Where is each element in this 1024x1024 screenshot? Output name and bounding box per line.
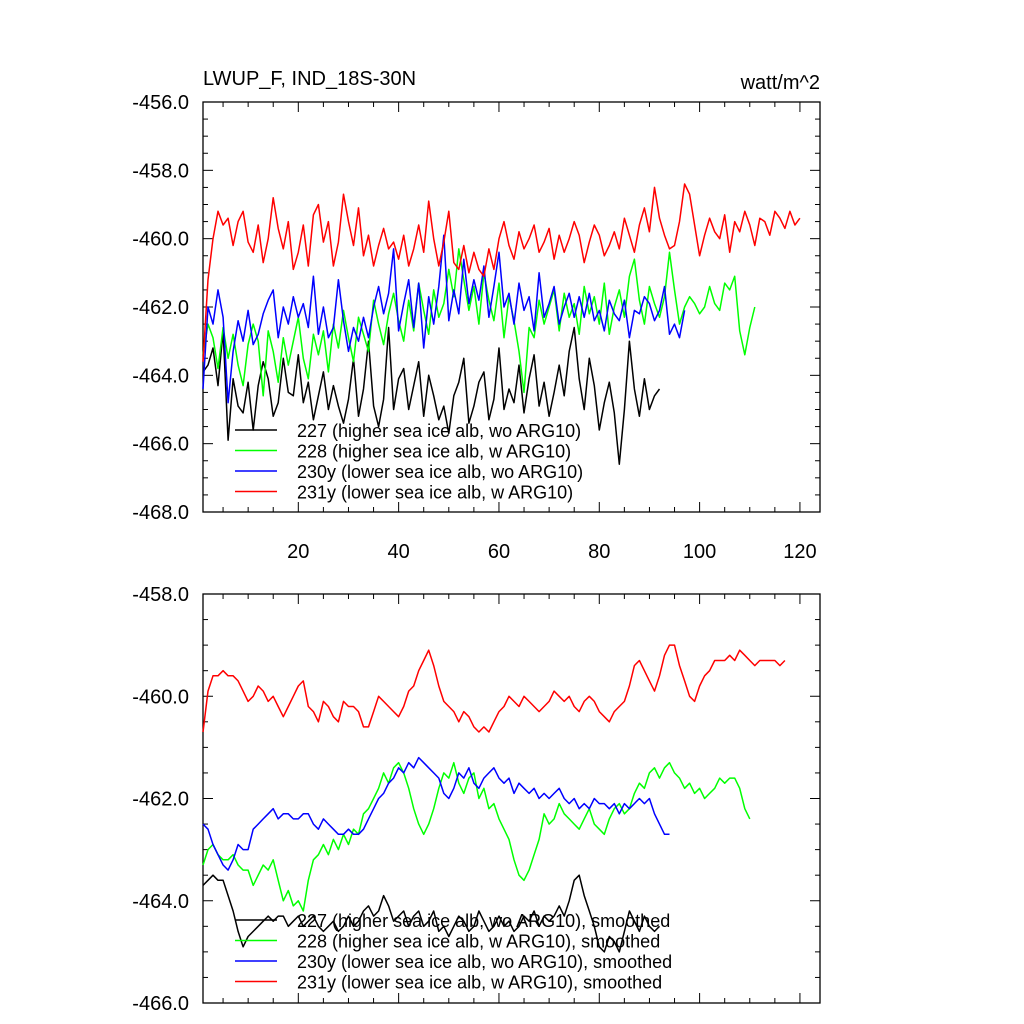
y-tick-label: -464.0 [132,365,189,387]
figure-title: LWUP_F, IND_18S-30N [203,68,416,90]
y-tick-label: -458.0 [132,584,189,606]
legend-label: 230y (lower sea ice alb, wo ARG10), smoo… [297,952,672,972]
y-tick-label: -466.0 [132,993,189,1015]
legend-label: 228 (higher sea ice alb, w ARG10), smoot… [297,932,660,952]
x-tick-label: 120 [783,541,816,563]
x-tick-label: 100 [683,541,716,563]
series-line-0 [202,326,661,465]
y-tick-label: -462.0 [132,297,189,319]
series-line-2 [202,756,670,871]
legend-label: 227 (higher sea ice alb, wo ARG10) [297,421,581,441]
y-tick-label: -456.0 [132,92,189,114]
legend-label: 230y (lower sea ice alb, wo ARG10) [297,462,583,482]
y-tick-label: -458.0 [132,160,189,182]
y-tick-label: -460.0 [132,229,189,251]
y-tick-label: -460.0 [132,686,189,708]
series-line-2 [202,234,686,404]
legend-label: 227 (higher sea ice alb, wo ARG10), smoo… [297,911,670,931]
series-line-3 [202,644,786,733]
figure-units: watt/m^2 [740,72,820,94]
top-panel: -456.0 -458.0 -460.0 -462.0 -464.0 -466.0 -468… [132,92,821,563]
x-tick-label: 20 [287,541,309,563]
series-line-1 [202,248,756,397]
legend-label: 231y (lower sea ice alb, w ARG10), smoot… [297,973,662,993]
y-tick-label: -464.0 [132,891,189,913]
x-tick-label: 60 [488,541,510,563]
series-line-3 [202,183,801,362]
x-tick-label: 40 [388,541,410,563]
legend-label: 231y (lower sea ice alb, w ARG10) [297,483,573,503]
x-tick-label: 80 [588,541,610,563]
series-line-0 [202,874,661,953]
y-tick-label: -466.0 [132,434,189,456]
y-tick-label: -468.0 [132,502,189,524]
legend-label: 228 (higher sea ice alb, w ARG10) [297,442,571,462]
bottom-panel: -458.0 -460.0 -462.0 -464.0 -466.0 227 (highe… [132,584,821,1015]
y-tick-label: -462.0 [132,789,189,811]
